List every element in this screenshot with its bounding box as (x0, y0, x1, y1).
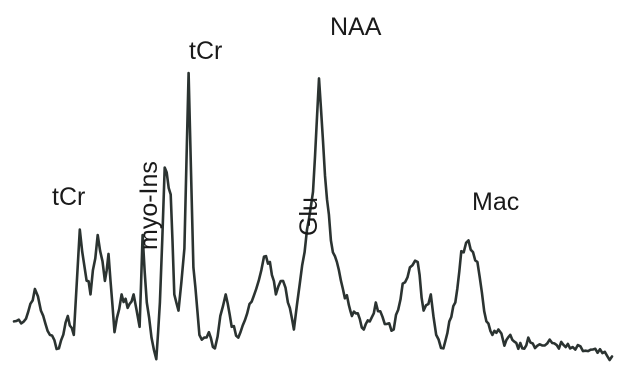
peak-label-mac: Mac (472, 188, 519, 216)
peak-label-tcr-large: tCr (189, 37, 222, 65)
peak-label-glu: Glu (295, 197, 323, 236)
peak-label-tcr-small: tCr (52, 183, 85, 211)
peak-label-myo-ins: myo-Ins (135, 161, 163, 250)
spectrum-trace (12, 71, 614, 362)
peak-label-naa: NAA (330, 13, 382, 41)
